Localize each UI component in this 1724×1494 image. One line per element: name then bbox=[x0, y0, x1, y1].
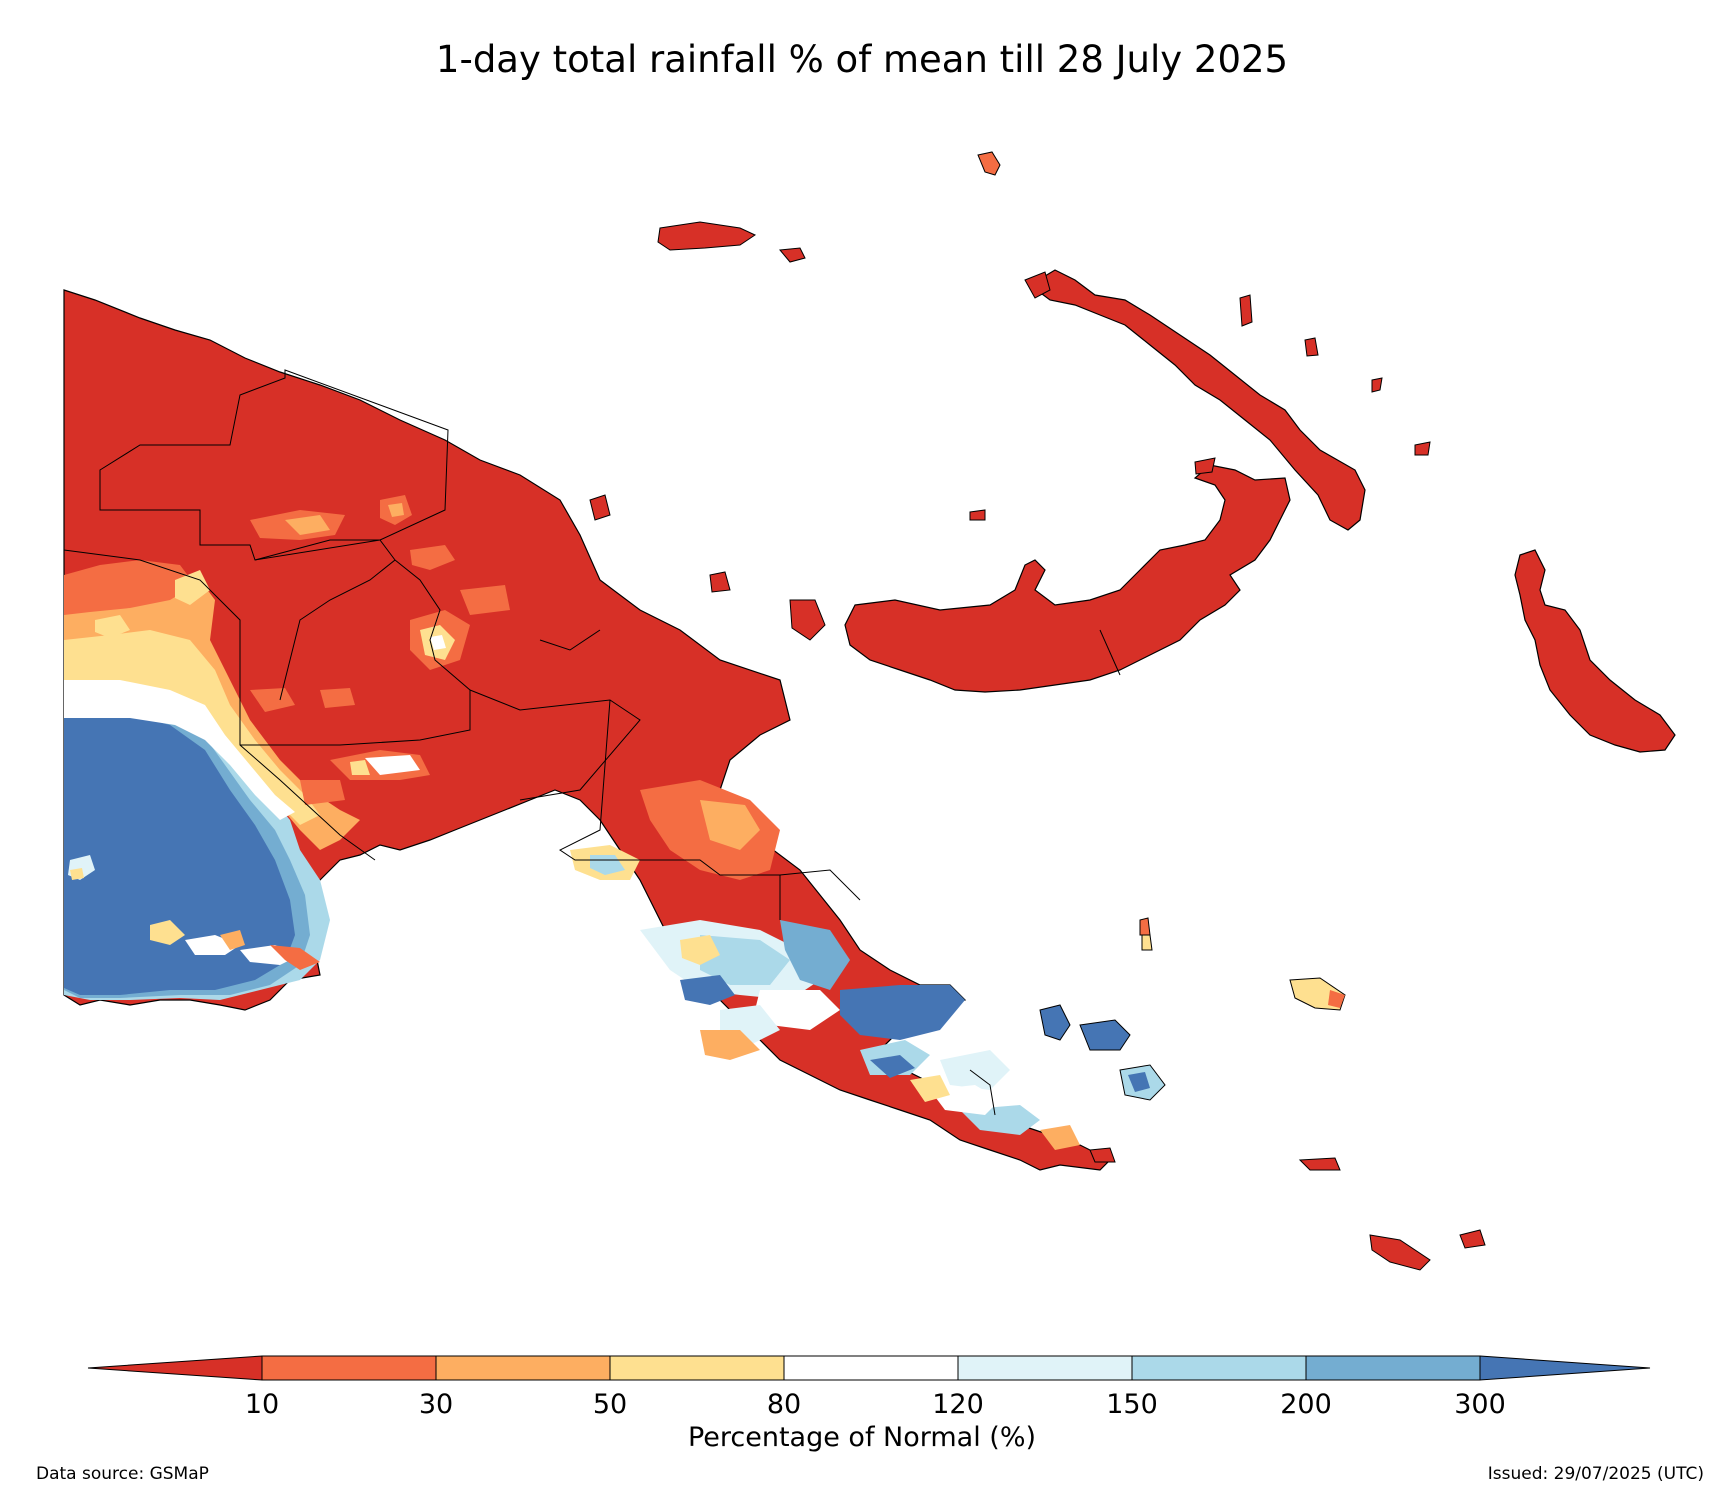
colorbar-bin-80-120 bbox=[783, 1355, 959, 1381]
bougainville bbox=[1514, 549, 1676, 753]
papuan-peninsula bbox=[570, 780, 1080, 1150]
colorbar-label: Percentage of Normal (%) bbox=[687, 1422, 1037, 1453]
map-title: 1-day total rainfall % of mean till 28 J… bbox=[435, 38, 1289, 81]
southeast-islands bbox=[1039, 917, 1486, 1271]
highlands-patches bbox=[250, 495, 510, 805]
colorbar-tick-300: 300 bbox=[1454, 1389, 1506, 1420]
colorbar-tick-10: 10 bbox=[244, 1389, 280, 1420]
colorbar-bin-150-200 bbox=[1131, 1355, 1307, 1381]
province-borders bbox=[63, 369, 996, 1116]
western-transition bbox=[64, 560, 360, 850]
small-northern-islands bbox=[589, 151, 1431, 641]
colorbar-tick-120: 120 bbox=[932, 1389, 984, 1420]
colorbar-bin-30-50 bbox=[435, 1355, 611, 1381]
mainland-shape bbox=[63, 289, 1112, 1171]
data-source-note: Data source: GSMaP bbox=[36, 1464, 209, 1484]
colorbar-min-extension bbox=[87, 1355, 263, 1381]
colorbar-max-extension bbox=[1479, 1355, 1651, 1381]
colorbar-bin-200-300 bbox=[1305, 1355, 1481, 1381]
mainland bbox=[63, 289, 1112, 1171]
issued-date-note: Issued: 29/07/2025 (UTC) bbox=[1487, 1464, 1704, 1484]
new-britain bbox=[844, 464, 1291, 693]
colorbar-tick-80: 80 bbox=[766, 1389, 802, 1420]
colorbar-bin-50-80 bbox=[609, 1355, 785, 1381]
colorbar-tick-200: 200 bbox=[1280, 1389, 1332, 1420]
colorbar bbox=[87, 1355, 1651, 1381]
colorbar-tick-150: 150 bbox=[1106, 1389, 1158, 1420]
new-ireland bbox=[1024, 269, 1366, 531]
colorbar-tick-50: 50 bbox=[592, 1389, 628, 1420]
colorbar-bin-10-30 bbox=[261, 1355, 437, 1381]
colorbar-tick-30: 30 bbox=[418, 1389, 454, 1420]
western-wet-zone bbox=[64, 688, 330, 1000]
colorbar-bin-120-150 bbox=[957, 1355, 1133, 1381]
manus-island bbox=[657, 221, 806, 263]
